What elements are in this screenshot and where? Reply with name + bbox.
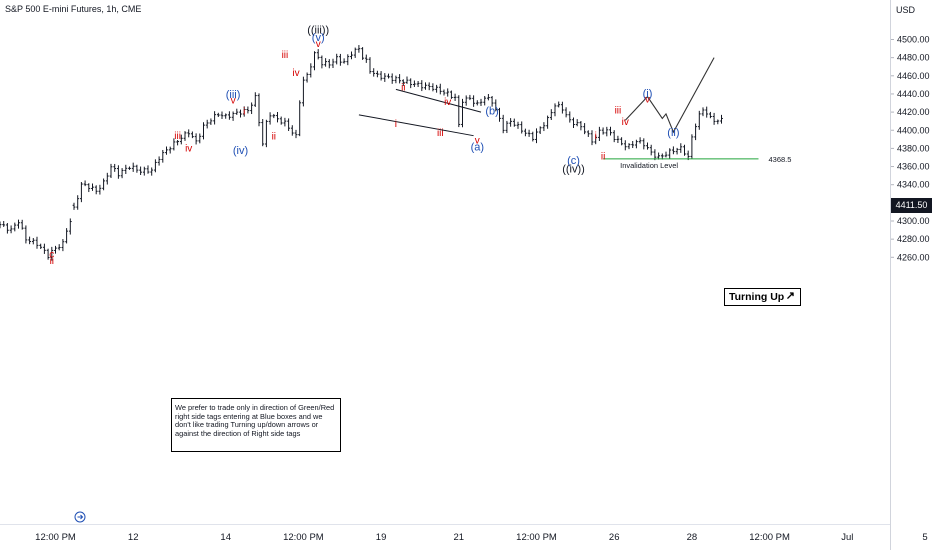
- price-axis-border: [890, 0, 891, 550]
- price-axis[interactable]: 4500.00 4480.00 4460.00 4440.00 4420.00 4400.…: [890, 35, 930, 263]
- price-tick-label: 4280.00: [897, 234, 930, 244]
- wave-label: v: [645, 94, 650, 105]
- price-tick-label: 4440.00: [897, 89, 930, 99]
- arrow-up-right-icon: ↗: [785, 290, 795, 302]
- wave-label: (iii): [226, 89, 241, 101]
- trading-note: We prefer to trade only in direction of …: [171, 398, 341, 452]
- invalidation-value: 4368.5: [769, 155, 792, 164]
- time-tick-label: 12:00 PM: [749, 532, 790, 543]
- wave-label: (ii): [667, 127, 679, 139]
- price-tick-label: 4260.00: [897, 252, 930, 262]
- wave-label: iv: [444, 97, 451, 108]
- wave-label: ii: [401, 83, 405, 94]
- wave-label: (v): [312, 32, 325, 44]
- wave-label: iv: [185, 143, 192, 154]
- last-price-tag: 4411.50: [891, 198, 932, 213]
- time-tick-label: Jul: [841, 532, 853, 543]
- price-tick-label: 4500.00: [897, 35, 930, 45]
- candles: [0, 45, 723, 261]
- channel-line: [395, 88, 482, 113]
- wave-label: i: [395, 119, 397, 130]
- price-tick-label: 4380.00: [897, 143, 930, 153]
- turning-up-box: Turning Up ↗: [724, 288, 801, 306]
- channel-line: [358, 114, 474, 137]
- time-axis-border: [0, 524, 890, 525]
- wave-label: (iv): [233, 145, 248, 157]
- invalidation-label: Invalidation Level: [620, 161, 678, 170]
- time-axis[interactable]: 12:00 PM 12 14 12:00 PM 19 21 12:00 PM 26 28 12:0…: [35, 532, 927, 543]
- chart-title: S&P 500 E-mini Futures, 1h, CME: [5, 4, 142, 14]
- time-tick-label: 19: [376, 532, 387, 543]
- time-tick-label: 12:00 PM: [516, 532, 557, 543]
- wave-label: ii: [50, 256, 54, 267]
- time-tick-label: 26: [609, 532, 620, 543]
- wave-label: ii: [272, 132, 276, 143]
- chart-lines: Invalidation Level 4368.5: [358, 57, 792, 170]
- wave-label: iv: [622, 117, 629, 128]
- currency-label: USD: [896, 5, 916, 15]
- time-tick-label: 12:00 PM: [283, 532, 324, 543]
- wave-label: ((iii)): [307, 25, 329, 37]
- wave-label: v: [475, 135, 480, 146]
- wave-label: (c): [567, 155, 580, 167]
- time-tick-label: 5: [922, 532, 927, 543]
- wave-label: iii: [437, 128, 444, 139]
- goto-realtime-icon[interactable]: [74, 511, 86, 523]
- price-tick-label: 4360.00: [897, 162, 930, 172]
- wave-label: iii: [282, 50, 289, 61]
- price-tick-label: 4400.00: [897, 125, 930, 135]
- price-tick-label: 4460.00: [897, 71, 930, 81]
- wave-label: (i): [643, 88, 653, 100]
- wave-label: (b): [485, 105, 498, 117]
- turning-up-label: Turning Up: [729, 291, 785, 303]
- time-tick-label: 28: [687, 532, 698, 543]
- wave-label: v: [231, 95, 236, 106]
- wave-label: (a): [471, 142, 484, 154]
- time-tick-label: 21: [454, 532, 465, 543]
- time-tick-label: 14: [220, 532, 231, 543]
- price-tick-label: 4420.00: [897, 107, 930, 117]
- wave-label: i: [595, 131, 597, 142]
- wave-label: c: [49, 250, 54, 261]
- price-tick-label: 4480.00: [897, 53, 930, 63]
- wave-labels: ciiiiiiv(iii)vi(iv)iiiiiiv((iii))(v)viii…: [49, 25, 680, 523]
- wave-label: ((iv)): [562, 163, 585, 175]
- price-tick-label: 4300.00: [897, 216, 930, 226]
- wave-label: ii: [601, 152, 605, 163]
- price-tick-label: 4340.00: [897, 180, 930, 190]
- time-tick-label: 12:00 PM: [35, 532, 76, 543]
- projection-path: [624, 57, 715, 134]
- wave-label: iv: [292, 68, 299, 79]
- wave-label: v: [316, 39, 321, 50]
- wave-label: iii: [615, 105, 622, 116]
- wave-label: iii: [174, 131, 181, 142]
- time-tick-label: 12: [128, 532, 139, 543]
- wave-label: i: [243, 106, 245, 117]
